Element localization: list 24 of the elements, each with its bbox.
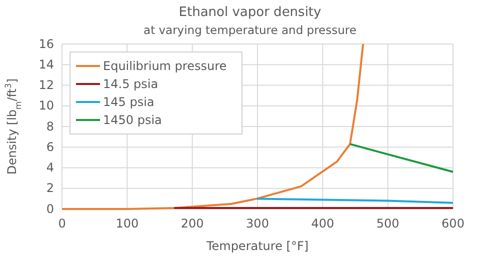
y-tick-label: 0 xyxy=(46,202,54,216)
y-tick-label: 16 xyxy=(38,36,54,51)
y-tick-label: 14 xyxy=(38,57,54,72)
legend-label: 1450 psia xyxy=(103,113,162,127)
legend-label: 14.5 psia xyxy=(103,77,158,91)
x-tick-label: 200 xyxy=(180,216,204,231)
y-tick-label: 8 xyxy=(46,119,54,134)
x-tick-label: 0 xyxy=(58,216,66,231)
x-tick-label: 400 xyxy=(311,216,334,231)
y-tick-label: 10 xyxy=(38,98,54,113)
chart-subtitle: at varying temperature and pressure xyxy=(144,23,356,37)
chart-title: Ethanol vapor density xyxy=(178,5,322,20)
x-tick-label: 300 xyxy=(246,216,269,231)
legend-label: 145 psia xyxy=(103,95,154,109)
y-tick-label: 6 xyxy=(46,140,54,154)
x-tick-label: 100 xyxy=(116,216,139,231)
x-axis-title: Temperature [°F] xyxy=(205,239,309,253)
line-series xyxy=(61,43,364,210)
y-tick-label: 2 xyxy=(46,181,54,196)
y-tick-label: 12 xyxy=(38,78,54,92)
legend-label: Equilibrium pressure xyxy=(103,59,227,73)
y-tick-label: 4 xyxy=(46,160,54,175)
x-tick-label: 500 xyxy=(376,216,400,231)
x-tick-label: 600 xyxy=(442,216,464,231)
